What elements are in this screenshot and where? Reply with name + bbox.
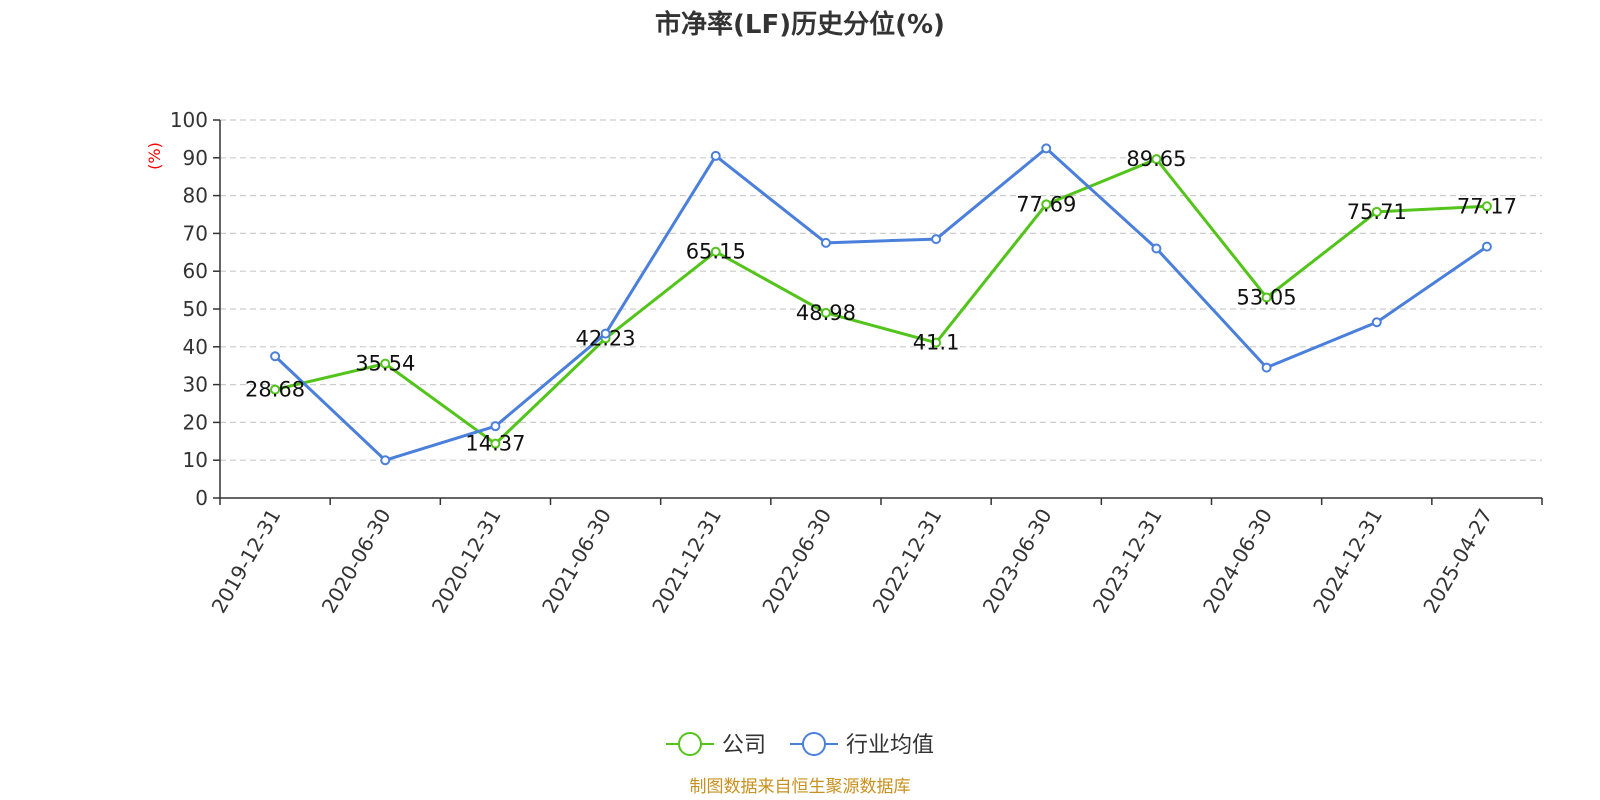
series-line-1 bbox=[274, 146, 1488, 462]
data-point[interactable] bbox=[270, 351, 281, 362]
y-tick-label: 60 bbox=[183, 259, 208, 283]
x-tick-label: 2021-12-31 bbox=[647, 505, 726, 618]
x-tick-label: 2021-06-30 bbox=[537, 505, 616, 618]
legend-marker-icon bbox=[802, 732, 826, 756]
data-point[interactable] bbox=[1371, 206, 1382, 217]
data-point[interactable] bbox=[1481, 201, 1492, 212]
data-label: 41.1 bbox=[913, 331, 960, 355]
data-label: 14.37 bbox=[465, 432, 525, 456]
source-note: 制图数据来自恒生聚源数据库 bbox=[690, 777, 911, 797]
data-label: 65.15 bbox=[686, 240, 746, 264]
data-label: 77.69 bbox=[1016, 192, 1076, 216]
data-point[interactable] bbox=[710, 150, 721, 161]
y-tick-label: 20 bbox=[183, 410, 208, 434]
x-tick-label: 2023-06-30 bbox=[978, 505, 1057, 618]
data-point[interactable] bbox=[1261, 362, 1272, 373]
legend-item-1[interactable]: 行业均值 bbox=[790, 732, 934, 758]
y-tick-label: 100 bbox=[170, 108, 208, 132]
x-tick-label: 2019-12-31 bbox=[207, 505, 286, 618]
y-tick-label: 70 bbox=[183, 221, 208, 245]
series bbox=[270, 143, 1492, 466]
data-point[interactable] bbox=[600, 328, 611, 339]
data-labels: 28.68 35.54 14.37 42.23 65.15 48.98 41.1 77.69 8… bbox=[245, 147, 1517, 456]
data-point[interactable] bbox=[1371, 317, 1382, 328]
y-tick-label: 50 bbox=[183, 297, 208, 321]
data-point[interactable] bbox=[270, 384, 281, 395]
y-tick-label: 40 bbox=[183, 335, 208, 359]
data-point[interactable] bbox=[1261, 292, 1272, 303]
data-point[interactable] bbox=[1151, 154, 1162, 165]
data-label: 75.71 bbox=[1347, 200, 1407, 224]
data-label: 89.65 bbox=[1126, 147, 1186, 171]
legend-label: 公司 bbox=[722, 733, 766, 758]
y-tick-label: 10 bbox=[183, 448, 208, 472]
series-line-0 bbox=[274, 157, 1487, 446]
data-point[interactable] bbox=[710, 246, 721, 257]
data-label: 77.17 bbox=[1457, 194, 1517, 218]
data-point[interactable] bbox=[1151, 243, 1162, 254]
data-label: 42.23 bbox=[576, 326, 636, 350]
chart-title: 市净率(LF)历史分位(%) bbox=[655, 9, 945, 40]
y-axis-unit-label: (%) bbox=[145, 142, 164, 170]
data-point[interactable] bbox=[1041, 199, 1052, 210]
y-tick-label: 30 bbox=[183, 373, 208, 397]
x-tick-label: 2020-12-31 bbox=[427, 504, 506, 617]
data-label: 35.54 bbox=[355, 352, 415, 376]
x-tick-label: 2025-04-27 bbox=[1418, 505, 1497, 618]
data-point[interactable] bbox=[820, 237, 831, 248]
legend[interactable]: 公司 行业均值 bbox=[665, 732, 934, 758]
y-tick-label: 90 bbox=[183, 146, 208, 170]
data-point[interactable] bbox=[820, 307, 831, 318]
data-label: 53.05 bbox=[1237, 285, 1297, 309]
x-tick-label: 2022-06-30 bbox=[757, 505, 836, 618]
data-point[interactable] bbox=[380, 455, 391, 466]
data-point[interactable] bbox=[1041, 143, 1052, 154]
x-tick-label: 2024-06-30 bbox=[1198, 505, 1277, 618]
data-label: 28.68 bbox=[245, 378, 305, 402]
legend-label: 行业均值 bbox=[846, 733, 934, 758]
legend-marker-icon bbox=[677, 732, 702, 756]
data-point[interactable] bbox=[931, 234, 942, 245]
grid-lines bbox=[220, 119, 1542, 461]
data-point[interactable] bbox=[931, 337, 942, 348]
data-point[interactable] bbox=[490, 438, 501, 449]
y-tick-label: 0 bbox=[195, 486, 208, 510]
data-label: 48.98 bbox=[796, 301, 856, 325]
x-tick-label: 2024-12-31 bbox=[1308, 505, 1387, 618]
x-tick-label: 2020-06-30 bbox=[317, 505, 396, 618]
legend-item-0[interactable]: 公司 bbox=[665, 732, 766, 758]
data-point[interactable] bbox=[380, 358, 391, 369]
x-tick-label: 2022-12-31 bbox=[868, 504, 947, 617]
data-point[interactable] bbox=[1481, 241, 1492, 252]
x-tick-label: 2023-12-31 bbox=[1088, 505, 1167, 618]
y-tick-label: 80 bbox=[183, 184, 208, 208]
data-point[interactable] bbox=[490, 421, 501, 432]
